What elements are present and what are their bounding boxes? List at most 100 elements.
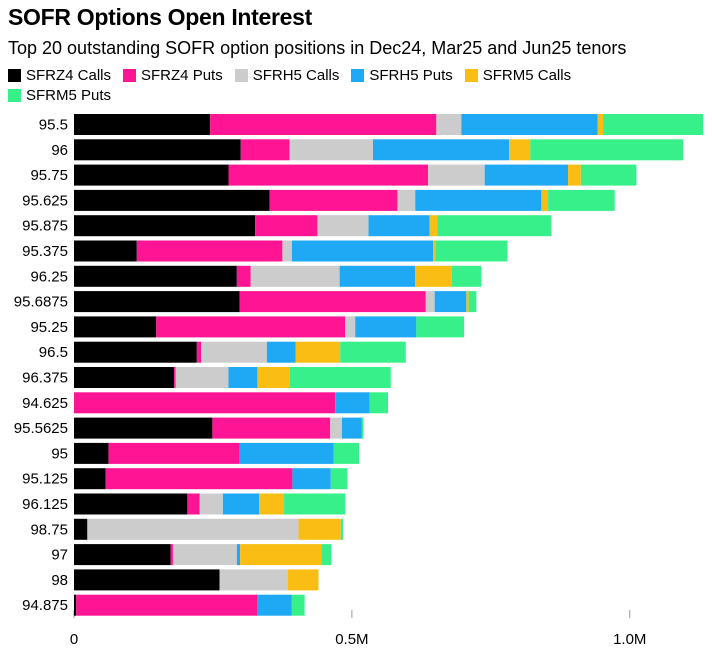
- category-label: 95.375: [22, 243, 68, 260]
- bar-segment: [333, 442, 360, 464]
- bar-segment: [466, 291, 469, 313]
- bar-segment: [433, 240, 436, 262]
- chart-legend: SFRZ4 Calls SFRZ4 Puts SFRH5 Calls SFRH5…: [8, 67, 698, 104]
- x-tick-label: 1.0M: [613, 631, 646, 648]
- bar-segment: [372, 139, 510, 161]
- bar-segment: [282, 240, 292, 262]
- legend-item-sfrm5-calls: SFRM5 Calls: [464, 67, 572, 84]
- bar-segment: [291, 594, 305, 616]
- category-label: 96.375: [22, 370, 68, 387]
- bar-segment: [530, 139, 684, 161]
- chart-title: SOFR Options Open Interest: [8, 4, 313, 30]
- legend-swatch: [8, 69, 21, 82]
- category-label: 98.75: [30, 521, 68, 538]
- legend-swatch: [351, 69, 365, 82]
- bar-segment: [321, 544, 332, 566]
- bar-segment: [74, 341, 197, 363]
- bar-segment: [239, 442, 334, 464]
- bar-segment: [170, 544, 173, 566]
- bar-segment: [74, 367, 175, 388]
- category-label: 94.875: [22, 597, 68, 614]
- legend-swatch: [464, 69, 478, 82]
- bar-segment: [355, 316, 417, 338]
- bar-segment: [74, 291, 240, 313]
- bar-segment: [269, 189, 398, 211]
- bar-segment: [435, 240, 508, 262]
- bar-segment: [568, 164, 581, 186]
- bar-segment: [74, 594, 77, 616]
- bar-segment: [74, 569, 220, 591]
- category-label: 94.625: [22, 395, 68, 412]
- bar-segment: [340, 518, 343, 540]
- category-label: 95.125: [22, 471, 68, 488]
- bar-segment: [87, 518, 299, 540]
- bar-segment: [341, 417, 362, 439]
- legend-swatch: [234, 69, 248, 82]
- bar-segment: [509, 139, 531, 161]
- bar-segment: [74, 139, 241, 161]
- bar-segment: [196, 341, 202, 363]
- bar-segment: [415, 189, 542, 211]
- bar-segment: [335, 392, 370, 414]
- bar-segment: [339, 265, 416, 287]
- bar-segment: [108, 442, 240, 464]
- legend-label: SFRH5 Puts: [369, 67, 453, 84]
- bar-segment: [222, 493, 260, 515]
- bar-segment: [250, 265, 340, 287]
- category-label: 97: [51, 547, 68, 564]
- bar-segment: [287, 569, 319, 591]
- bar-segment: [541, 189, 549, 211]
- bar-segment: [292, 468, 331, 490]
- bar-segment: [74, 544, 171, 566]
- bar-segment: [212, 417, 331, 439]
- bar-segment: [340, 341, 406, 363]
- bar-segment: [228, 367, 258, 388]
- x-tick-label: 0.5M: [335, 631, 368, 648]
- bar-segment: [74, 215, 256, 237]
- category-label: 96.125: [22, 496, 68, 513]
- bar-segment: [345, 316, 356, 338]
- bar-segment: [597, 114, 604, 135]
- bar-segment: [74, 164, 229, 186]
- legend-item-sfrm5-puts: SFRM5 Puts: [8, 87, 111, 104]
- legend-label: SFRM5 Calls: [482, 67, 572, 84]
- category-label: 95.6875: [14, 294, 68, 311]
- bar-segment: [361, 417, 364, 439]
- bar-segment: [74, 240, 137, 262]
- bar-segment: [74, 189, 270, 211]
- bar-segment: [257, 367, 290, 388]
- bar-segment: [239, 291, 426, 313]
- bar-segment: [415, 265, 452, 287]
- legend-item-sfrz4-calls: SFRZ4 Calls: [8, 67, 111, 84]
- bar-segment: [428, 164, 485, 186]
- bar-segment: [240, 544, 322, 566]
- bar-segment: [298, 518, 341, 540]
- bar-segment: [236, 265, 251, 287]
- category-label: 95.25: [30, 319, 68, 336]
- legend-label: SFRH5 Calls: [252, 67, 340, 84]
- legend-item-sfrh5-puts: SFRH5 Puts: [351, 67, 453, 84]
- bar-segment: [74, 392, 336, 414]
- bar-segment: [603, 114, 704, 135]
- bar-segment: [187, 493, 200, 515]
- bar-segment: [219, 569, 288, 591]
- legend-item-sfrz4-puts: SFRZ4 Puts: [123, 67, 223, 84]
- bar-segment: [74, 468, 106, 490]
- bar-segment: [266, 341, 296, 363]
- bar-segment: [437, 215, 552, 237]
- bar-segment: [74, 265, 237, 287]
- bar-segment: [484, 164, 569, 186]
- bar-segment: [199, 493, 223, 515]
- bar-segment: [368, 215, 430, 237]
- bar-segment: [330, 468, 348, 490]
- category-label: 95.625: [22, 192, 68, 209]
- bar-segment: [175, 367, 229, 388]
- bar-segment: [228, 164, 429, 186]
- category-label: 95.5625: [14, 420, 68, 437]
- bar-segment: [174, 367, 176, 388]
- bar-segment: [291, 240, 434, 262]
- bar-segment: [548, 189, 615, 211]
- legend-swatch: [123, 69, 137, 82]
- category-label: 96.5: [39, 344, 68, 361]
- bar-segment: [434, 291, 467, 313]
